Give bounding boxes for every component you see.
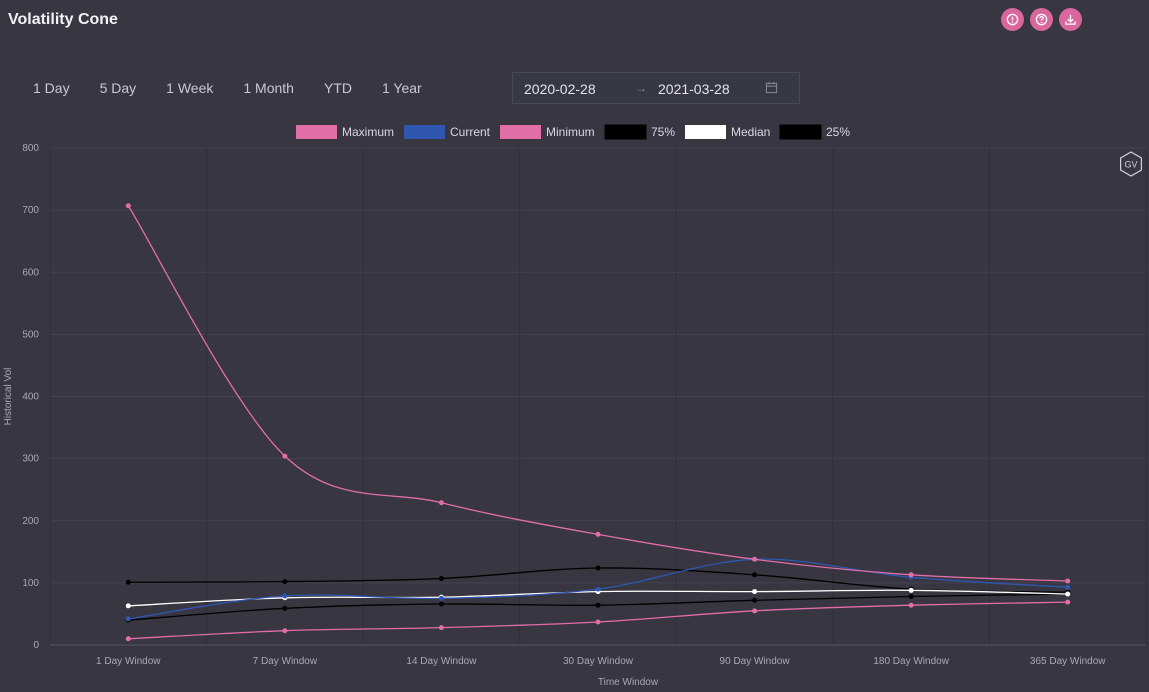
alert-icon[interactable]: [1001, 8, 1024, 31]
data-point: [595, 565, 601, 571]
data-point: [282, 593, 288, 599]
x-tick-label: 180 Day Window: [873, 656, 949, 667]
x-tick-label: 90 Day Window: [720, 656, 791, 667]
end-date-input[interactable]: 2021-03-28: [658, 81, 730, 97]
data-point: [752, 597, 758, 603]
data-point: [595, 586, 601, 592]
data-point: [1065, 599, 1071, 605]
y-tick-label: 200: [22, 516, 39, 527]
data-point: [438, 500, 444, 506]
legend-swatch: [779, 124, 822, 140]
legend-swatch: [296, 125, 337, 139]
data-point: [125, 203, 131, 209]
data-point: [125, 603, 131, 609]
data-point: [1065, 591, 1071, 597]
calendar-icon[interactable]: [765, 81, 778, 94]
data-point: [908, 602, 914, 608]
data-point: [752, 608, 758, 614]
x-tick-label: 1 Day Window: [96, 656, 161, 667]
legend-label: Minimum: [546, 125, 595, 139]
data-point: [282, 453, 288, 459]
data-point: [752, 589, 758, 595]
page-title: Volatility Cone: [8, 11, 118, 28]
y-tick-label: 400: [22, 392, 39, 403]
data-point: [1065, 584, 1071, 590]
y-tick-label: 500: [22, 329, 39, 340]
x-axis-title: Time Window: [598, 677, 659, 688]
data-point: [438, 576, 444, 582]
y-axis-title: Historical Vol: [3, 368, 14, 426]
range-tabs: 1 Day 5 Day 1 Week 1 Month YTD 1 Year: [18, 80, 437, 96]
data-point: [125, 636, 131, 642]
help-icon[interactable]: [1030, 8, 1053, 31]
data-point: [752, 556, 758, 562]
range-tab-1-month[interactable]: 1 Month: [243, 80, 294, 96]
arrow-right-icon: →: [635, 81, 647, 95]
data-point: [125, 616, 131, 622]
data-point: [595, 619, 601, 625]
y-tick-label: 100: [22, 578, 39, 589]
legend-label: Current: [450, 125, 491, 139]
data-point: [908, 587, 914, 593]
date-range-picker[interactable]: 2020-02-28 → 2021-03-28: [512, 72, 800, 104]
y-tick-label: 700: [22, 205, 39, 216]
x-tick-label: 14 Day Window: [406, 656, 477, 667]
data-point: [1065, 578, 1071, 584]
data-point: [908, 572, 914, 578]
range-tab-5-day[interactable]: 5 Day: [99, 80, 137, 96]
top-icons: [1001, 8, 1082, 31]
volatility-cone-chart: 0 100 200 300 400 500 600 700 800 1 Day Window 7 D…: [3, 124, 1147, 688]
range-tab-1-year[interactable]: 1 Year: [381, 80, 422, 96]
range-tab-ytd[interactable]: YTD: [323, 80, 352, 96]
legend-label: Maximum: [342, 125, 394, 139]
data-point: [438, 595, 444, 601]
data-point: [438, 601, 444, 607]
legend-label: 75%: [651, 125, 675, 139]
y-tick-label: 800: [22, 143, 39, 154]
y-tick-label: 0: [33, 640, 39, 651]
data-point: [595, 602, 601, 608]
legend-label: Median: [731, 125, 770, 139]
data-point: [282, 605, 288, 611]
legend-swatch: [500, 125, 541, 139]
data-point: [125, 579, 131, 585]
data-point: [438, 625, 444, 631]
data-point: [282, 628, 288, 634]
start-date-input[interactable]: 2020-02-28: [524, 81, 596, 97]
y-tick-label: 300: [22, 454, 39, 465]
x-tick-label: 7 Day Window: [253, 656, 318, 667]
watermark-label: GV: [1124, 160, 1137, 170]
legend-label: 25%: [826, 125, 850, 139]
data-point: [595, 531, 601, 537]
data-point: [752, 572, 758, 578]
y-tick-label: 600: [22, 267, 39, 278]
legend-swatch: [685, 125, 726, 139]
legend-swatch: [604, 124, 647, 140]
legend-swatch: [404, 125, 445, 139]
download-icon[interactable]: [1059, 8, 1082, 31]
x-tick-label: 365 Day Window: [1030, 656, 1106, 667]
range-tab-1-day[interactable]: 1 Day: [33, 80, 70, 96]
x-tick-label: 30 Day Window: [563, 656, 634, 667]
range-tab-1-week[interactable]: 1 Week: [166, 80, 214, 96]
data-point: [282, 579, 288, 585]
series-line-maximum: [127, 205, 1068, 582]
data-point: [908, 594, 914, 600]
watermark-hex-icon: [1120, 151, 1142, 177]
